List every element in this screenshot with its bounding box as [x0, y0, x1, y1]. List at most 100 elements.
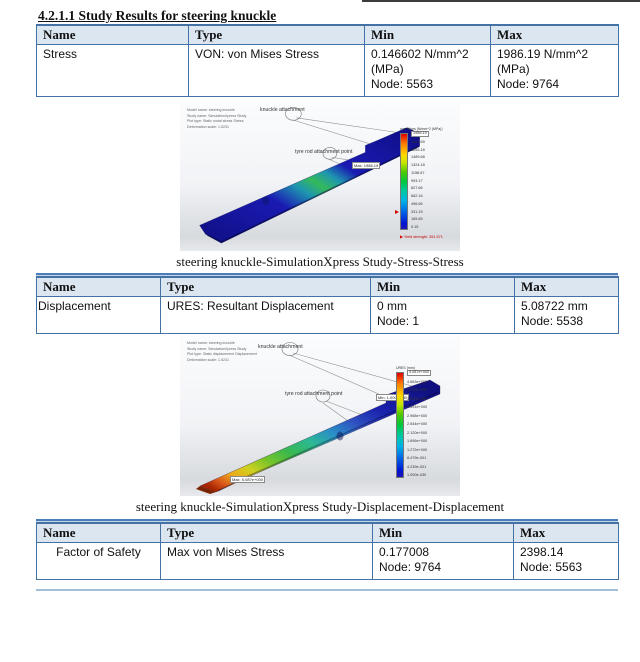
col-header-name: Name: [36, 24, 189, 45]
legend-tick-label: 2.968e+000: [407, 413, 428, 418]
legend-colorbar: [400, 133, 408, 230]
legend-tick-label: 1.000e-030: [407, 473, 427, 478]
model-info-line: Study name: SimulationXpress Study: [187, 346, 247, 351]
table-row: Displacement URES: Resultant Displacemen…: [36, 296, 619, 334]
col-header-type: Type: [160, 522, 373, 543]
legend-tick-label: 993.17: [411, 178, 423, 183]
col-header-min: Min: [364, 24, 491, 45]
figure-caption: steering knuckle-SimulationXpress Study-…: [135, 499, 505, 514]
legend-tick-label: 3.391e+000: [407, 405, 428, 410]
cell-type: URES: Resultant Displacement: [160, 296, 371, 334]
max-value-tag: Max: 1986.19: [352, 162, 381, 170]
table-row: Stress VON: von Mises Stress 0.146602 N/…: [36, 44, 619, 97]
displacement-plot-figure: Model name: steering knuckle Study name: …: [180, 336, 460, 496]
col-header-min: Min: [370, 276, 515, 297]
beam-tip-face: [196, 486, 216, 494]
table-header-row: Name Type Min Max: [36, 276, 619, 297]
figure-caption: steering knuckle-SimulationXpress Study-…: [176, 254, 464, 269]
cell-type: Max von Mises Stress: [160, 542, 373, 580]
section-divider: [36, 519, 618, 522]
legend-tick-label: 1.272e+000: [407, 447, 428, 452]
yield-strength-marker-icon: [395, 210, 399, 214]
legend-tick-label: 662.16: [411, 194, 423, 199]
legend-tick-label: 2.120e+000: [407, 430, 428, 435]
max-value-tag: Max: 5.087e+000: [230, 476, 266, 484]
legend-tick-label: 2.544e+000: [407, 422, 428, 427]
legend-tick-labels: 5.087e+000 4.663e+000 4.239e+000 3.815e+000…: [407, 370, 432, 478]
section-divider: [36, 273, 618, 276]
beam-bottom-edge: [207, 145, 420, 243]
leader-lines: [219, 352, 413, 487]
displacement-legend: URES (mm) 5.087e+000 4.663e+000 4.239e+000…: [396, 366, 432, 478]
min-value-tag: Min: 1.000e-030: [376, 394, 409, 402]
legend-title: von Mises (N/mm^2 (MPa)): [400, 127, 443, 131]
legend-tick-label: 165.65: [411, 217, 423, 222]
stress-plot-canvas: [199, 107, 420, 244]
col-header-type: Type: [160, 276, 371, 297]
callout-circles: [285, 107, 338, 160]
cell-min: 0.146602 N/mm^2 (MPa) Node: 5563: [364, 44, 491, 97]
model-info-line: Model name: steering knuckle: [187, 341, 235, 345]
model-info-line: Study name: SimulationXpress Study: [187, 113, 247, 118]
legend-tick-label: 331.15: [411, 209, 423, 214]
legend-title: URES (mm): [396, 366, 415, 370]
col-header-type: Type: [188, 24, 365, 45]
col-header-max: Max: [490, 24, 619, 45]
col-header-min: Min: [372, 522, 514, 543]
legend-tick-label: 1324.18: [411, 163, 425, 168]
yield-strength-note: ▶Yield strength: 351.571: [400, 235, 443, 239]
table-row: Factor of Safety Max von Mises Stress 0.…: [36, 542, 619, 580]
cell-name: Displacement: [36, 296, 161, 334]
legend-tick-label: 827.66: [411, 186, 423, 191]
legend-tick-label: 4.663e+000: [407, 379, 428, 384]
callout-circles: [281, 342, 331, 403]
stress-legend: von Mises (N/mm^2 (MPa)) 1986.19 1820.69 1…: [395, 127, 443, 239]
stress-plot-figure: Model name: steering knuckle Study name: …: [180, 103, 460, 251]
legend-colorbar: [396, 372, 404, 478]
factor-of-safety-table: Name Type Min Max Factor of Safety Max v…: [36, 522, 619, 580]
cell-max: 1986.19 N/mm^2 (MPa) Node: 9764: [490, 44, 619, 97]
stress-table: Name Type Min Max Stress VON: von Mises …: [36, 24, 619, 97]
model-info-line: Plot type: Static displacement Displacem…: [187, 352, 257, 357]
legend-tick-label: 1.696e+000: [407, 439, 428, 444]
model-info-line: Deformation scale: 1.5231: [187, 124, 229, 129]
yield-arrow-icon: ▶: [400, 235, 403, 239]
legend-tick-labels: 1986.19 1820.69 1655.18 1489.68 1324.18 1158.…: [411, 131, 429, 230]
col-header-max: Max: [514, 276, 619, 297]
model-info-block: Model name: steering knuckle Study name: …: [187, 108, 246, 130]
legend-tick-label: 3.815e+000: [407, 396, 428, 401]
legend-tick-label: 4.239e-001: [407, 464, 427, 469]
cell-min: 0 mm Node: 1: [370, 296, 515, 334]
factor-of-safety-section: Name Type Min Max Factor of Safety Max v…: [0, 522, 640, 591]
bottom-partial-rule: [36, 589, 618, 591]
knuckle-attachment-annotation: knuckle attachment: [258, 344, 303, 350]
legend-tick-label: 1986.19: [411, 131, 429, 137]
model-info-block: Model name: steering knuckle Study name: …: [187, 341, 257, 363]
cell-name: Factor of Safety: [36, 542, 161, 580]
model-info-line: Deformation scale: 1.5231: [187, 357, 229, 362]
table-header-row: Name Type Min Max: [36, 522, 619, 543]
displacement-section: Name Type Min Max Displacement URES: Res…: [0, 276, 640, 522]
legend-tick-label: 1158.67: [411, 170, 425, 175]
knuckle-attachment-annotation: knuckle attachment: [260, 107, 305, 113]
legend-tick-label: 496.66: [411, 201, 423, 206]
tyre-rod-hole: [262, 196, 270, 206]
section-heading: 4.2.1.1 Study Results for steering knuck…: [38, 8, 277, 23]
legend-tick-label: 1820.69: [411, 139, 425, 144]
model-info-line: Model name: steering knuckle: [187, 108, 235, 112]
cell-type: VON: von Mises Stress: [188, 44, 365, 97]
cell-max: 2398.14 Node: 5563: [513, 542, 619, 580]
stress-section: Name Type Min Max Stress VON: von Mises …: [0, 24, 640, 276]
tyre-rod-annotation: tyre rod attachment point: [295, 149, 353, 155]
cell-name: Stress: [36, 44, 189, 97]
tyre-rod-annotation: tyre rod attachment point: [285, 391, 343, 397]
model-info-line: Plot type: Static nodal stress Stress: [187, 119, 244, 124]
table-header-row: Name Type Min Max: [36, 24, 619, 45]
legend-tick-label: 8.479e-001: [407, 456, 427, 461]
col-header-name: Name: [36, 522, 161, 543]
legend-tick-label: 1655.18: [411, 147, 425, 152]
legend-tick-label: 4.239e+000: [407, 388, 428, 393]
knuckle-beam: [199, 127, 420, 244]
tyre-rod-hole: [336, 431, 344, 441]
